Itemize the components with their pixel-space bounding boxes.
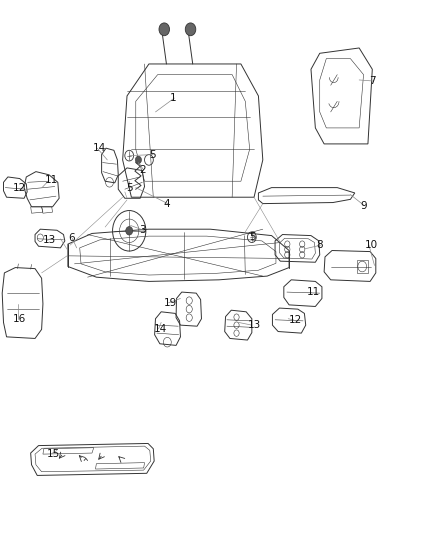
Circle shape [159,23,170,36]
Text: 9: 9 [360,201,367,211]
Text: 16: 16 [13,314,26,324]
Text: 7: 7 [369,76,375,86]
Text: 11: 11 [45,175,58,185]
Circle shape [135,156,141,164]
Text: 15: 15 [47,449,60,458]
Text: 14: 14 [154,324,167,334]
Text: 13: 13 [247,320,261,330]
Text: 6: 6 [68,233,74,243]
Text: 3: 3 [139,225,146,235]
Text: 5: 5 [149,150,155,159]
Text: 5: 5 [126,183,132,192]
Text: 1: 1 [170,93,177,103]
Text: 12: 12 [289,315,302,325]
Text: 2: 2 [139,165,146,175]
Circle shape [126,227,133,235]
Text: 13: 13 [43,236,56,245]
Circle shape [185,23,196,36]
Text: 5: 5 [250,232,256,241]
Text: 4: 4 [163,199,170,208]
Text: 19: 19 [164,298,177,308]
Text: 10: 10 [364,240,378,249]
Text: 8: 8 [316,240,323,250]
Text: 12: 12 [13,183,26,193]
Text: 11: 11 [307,287,320,297]
Text: 14: 14 [93,143,106,153]
